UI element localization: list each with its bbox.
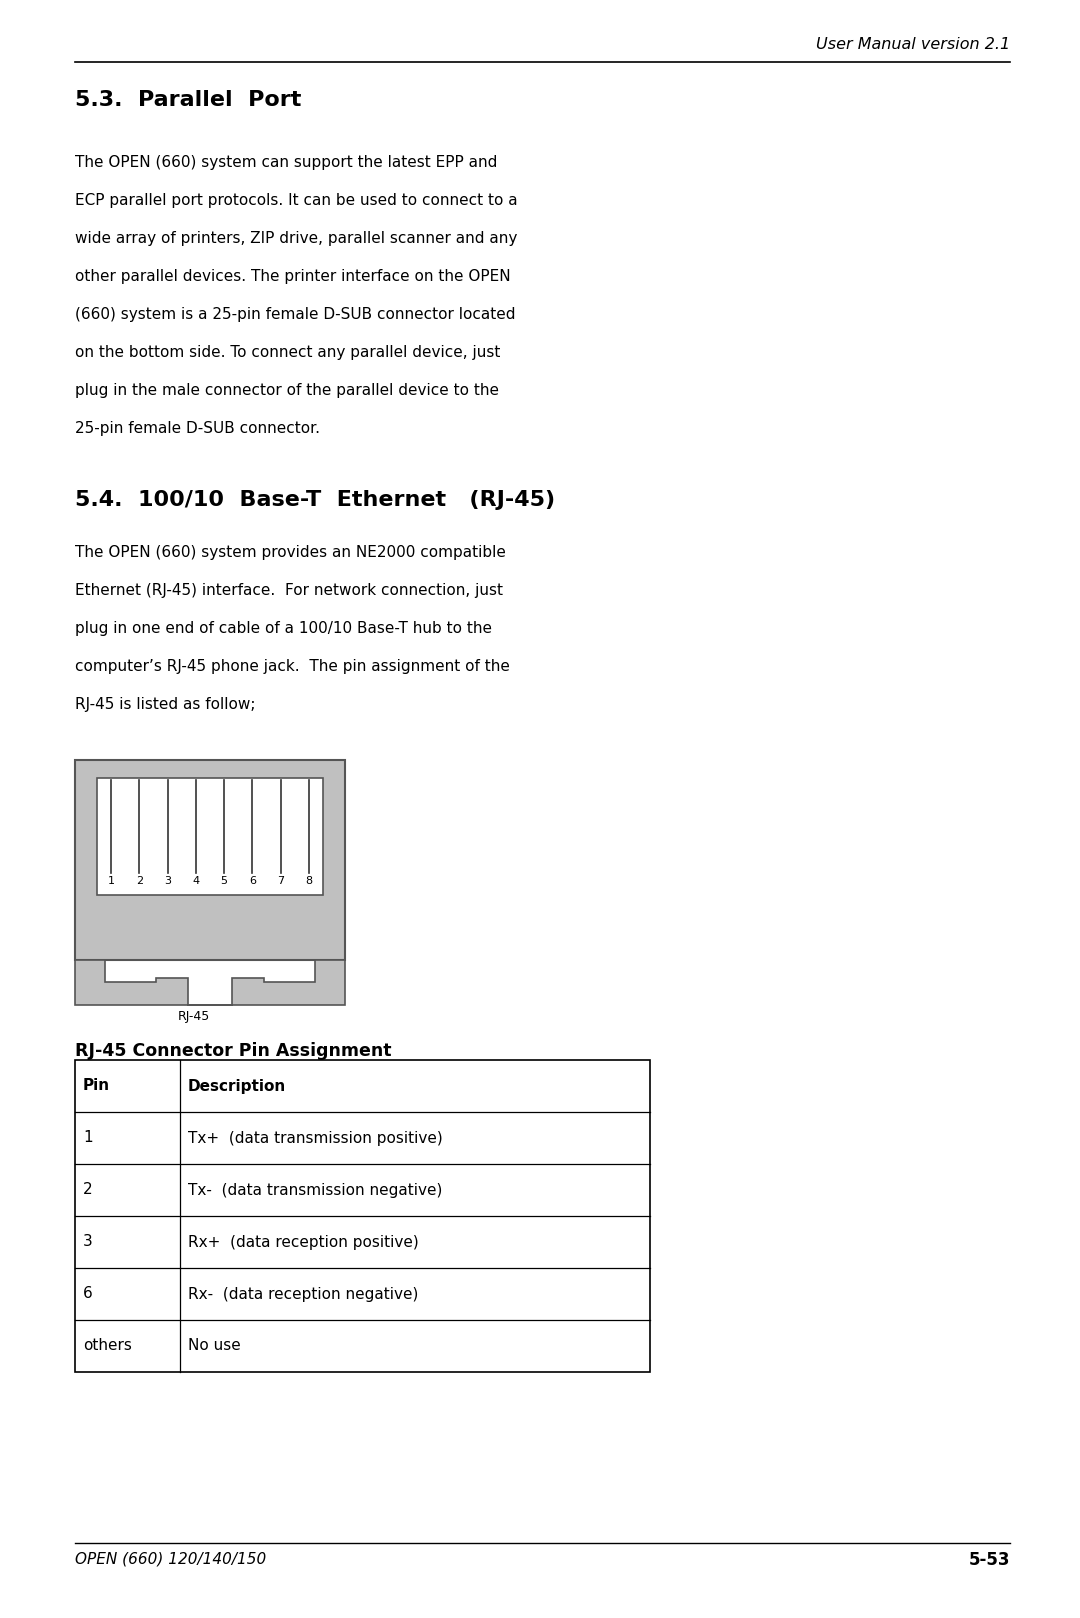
- Text: Ethernet (RJ-45) interface.  For network connection, just: Ethernet (RJ-45) interface. For network …: [75, 582, 503, 599]
- Text: 25-pin female D-SUB connector.: 25-pin female D-SUB connector.: [75, 421, 320, 435]
- Text: Description: Description: [188, 1079, 286, 1094]
- Text: 3: 3: [83, 1235, 93, 1249]
- Text: 5-53: 5-53: [969, 1552, 1010, 1569]
- Bar: [75, 1060, 650, 1372]
- Text: 1: 1: [108, 875, 114, 887]
- Bar: [97, 778, 323, 895]
- Text: Rx-  (data reception negative): Rx- (data reception negative): [188, 1286, 418, 1301]
- Text: 2: 2: [83, 1183, 93, 1197]
- Text: User Manual version 2.1: User Manual version 2.1: [815, 37, 1010, 52]
- Text: 1: 1: [83, 1131, 93, 1146]
- Text: 5.3.  Parallel  Port: 5.3. Parallel Port: [75, 91, 301, 110]
- Text: Tx+  (data transmission positive): Tx+ (data transmission positive): [188, 1131, 443, 1146]
- Text: No use: No use: [188, 1338, 241, 1354]
- Text: 7: 7: [278, 875, 284, 887]
- Text: 4: 4: [192, 875, 200, 887]
- Text: RJ-45 Connector Pin Assignment: RJ-45 Connector Pin Assignment: [75, 1042, 391, 1060]
- Text: ECP parallel port protocols. It can be used to connect to a: ECP parallel port protocols. It can be u…: [75, 193, 517, 209]
- Text: other parallel devices. The printer interface on the OPEN: other parallel devices. The printer inte…: [75, 269, 511, 285]
- Text: computer’s RJ-45 phone jack.  The pin assignment of the: computer’s RJ-45 phone jack. The pin ass…: [75, 659, 510, 675]
- Text: OPEN (660) 120/140/150: OPEN (660) 120/140/150: [75, 1552, 267, 1566]
- Text: The OPEN (660) system provides an NE2000 compatible: The OPEN (660) system provides an NE2000…: [75, 545, 505, 560]
- Text: 8: 8: [306, 875, 312, 887]
- Text: (660) system is a 25-pin female D-SUB connector located: (660) system is a 25-pin female D-SUB co…: [75, 307, 515, 322]
- Polygon shape: [75, 959, 345, 1005]
- Text: Tx-  (data transmission negative): Tx- (data transmission negative): [188, 1183, 443, 1197]
- Text: on the bottom side. To connect any parallel device, just: on the bottom side. To connect any paral…: [75, 345, 500, 359]
- Text: The OPEN (660) system can support the latest EPP and: The OPEN (660) system can support the la…: [75, 155, 498, 170]
- Text: RJ-45: RJ-45: [177, 1010, 210, 1023]
- Text: others: others: [83, 1338, 132, 1354]
- Text: 6: 6: [248, 875, 256, 887]
- Text: 5: 5: [220, 875, 228, 887]
- Text: 2: 2: [136, 875, 143, 887]
- Text: 5.4.  100/10  Base-T  Ethernet   (RJ-45): 5.4. 100/10 Base-T Ethernet (RJ-45): [75, 490, 555, 510]
- Text: Pin: Pin: [83, 1079, 110, 1094]
- Text: plug in the male connector of the parallel device to the: plug in the male connector of the parall…: [75, 383, 499, 398]
- Text: RJ-45 is listed as follow;: RJ-45 is listed as follow;: [75, 697, 256, 712]
- Text: 3: 3: [164, 875, 171, 887]
- Text: Rx+  (data reception positive): Rx+ (data reception positive): [188, 1235, 419, 1249]
- Text: plug in one end of cable of a 100/10 Base-T hub to the: plug in one end of cable of a 100/10 Bas…: [75, 621, 492, 636]
- Text: 6: 6: [83, 1286, 93, 1301]
- Text: wide array of printers, ZIP drive, parallel scanner and any: wide array of printers, ZIP drive, paral…: [75, 231, 517, 246]
- Bar: [75, 760, 345, 959]
